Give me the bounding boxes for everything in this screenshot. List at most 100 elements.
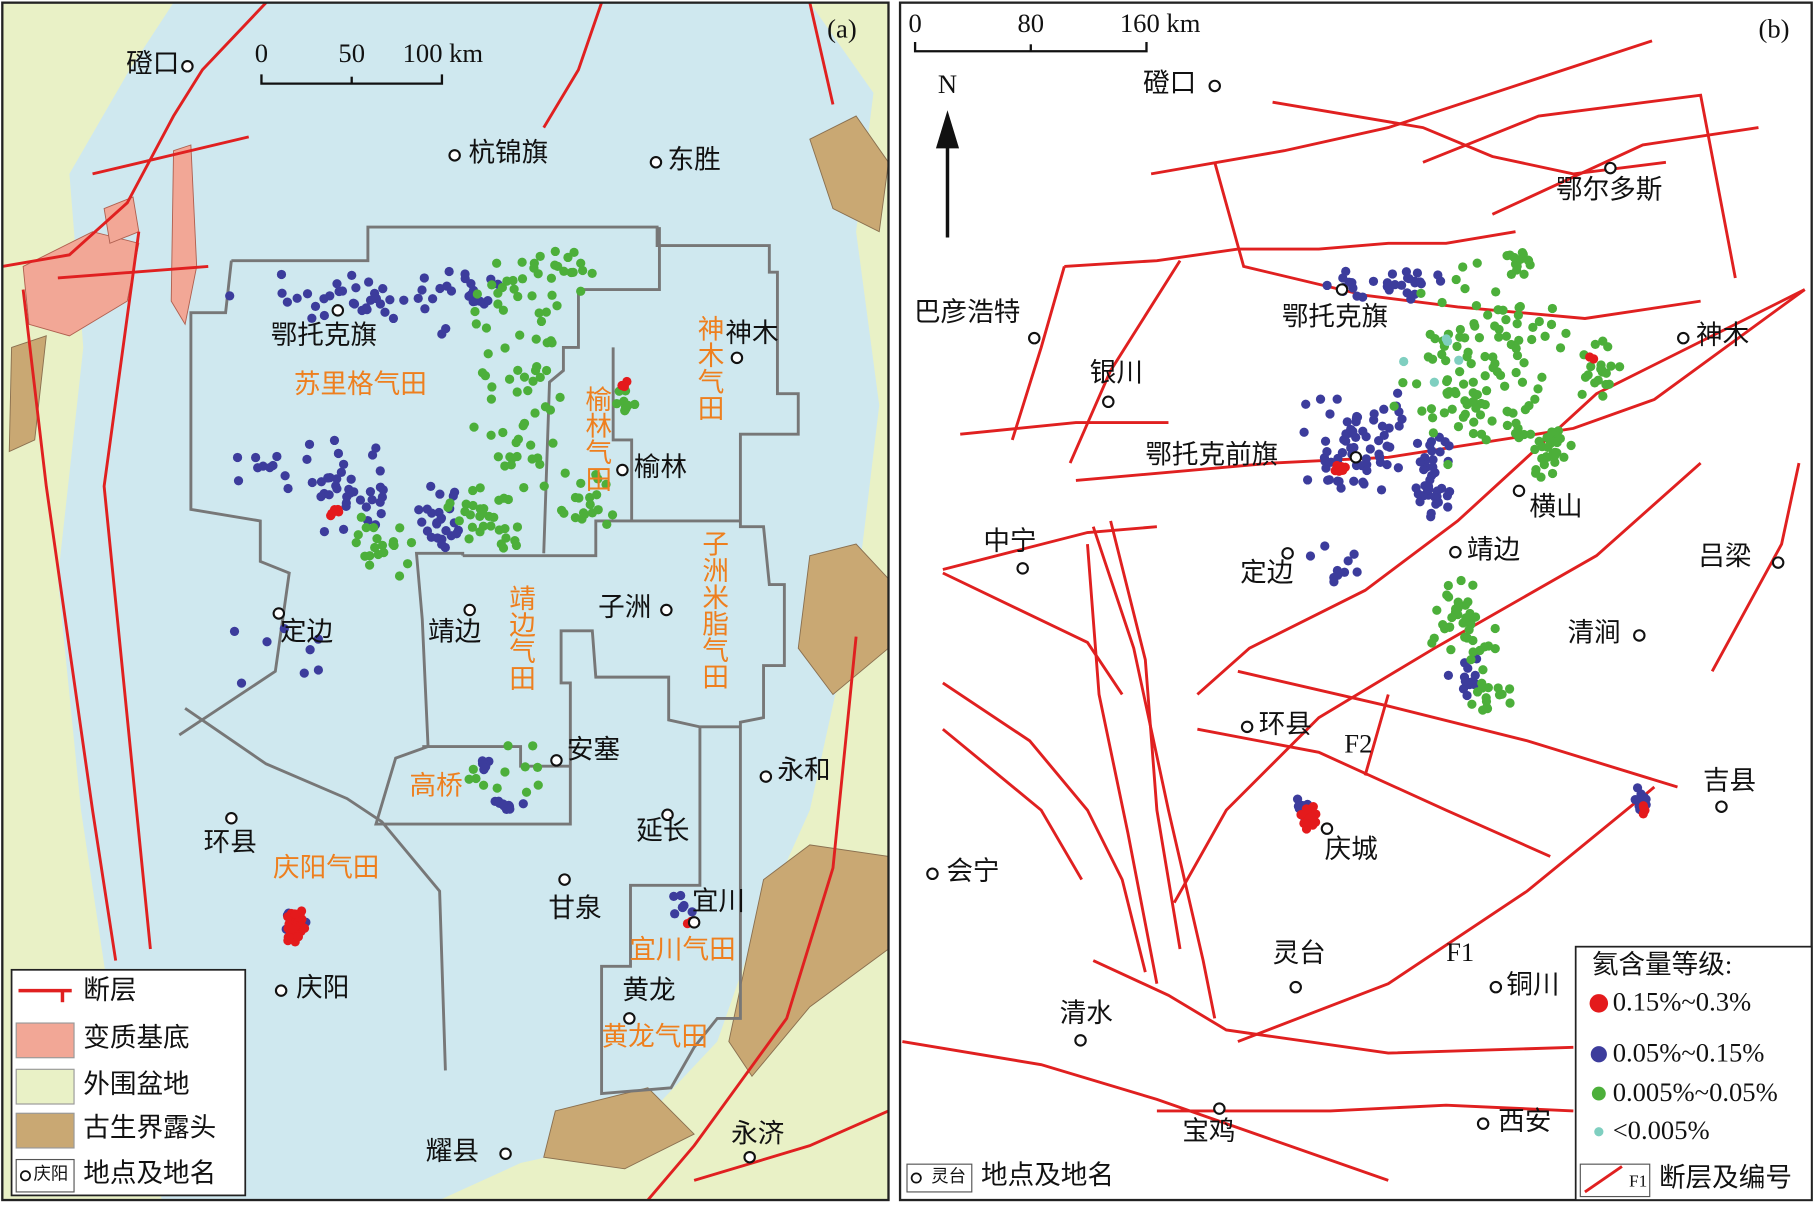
sample-dot: [283, 483, 293, 494]
sample-dot: [497, 282, 507, 293]
sample-dot: [277, 288, 287, 298]
sample-dot: [444, 266, 454, 277]
sample-dot: [1487, 416, 1497, 426]
north-arrowhead: [935, 110, 960, 149]
sample-dot: [478, 780, 489, 790]
sample-dot: [313, 634, 323, 644]
sample-dot: [388, 313, 399, 324]
sample-dot: [1583, 370, 1593, 380]
legend-label: 古生界露头: [83, 1113, 216, 1143]
sample-dot: [1528, 322, 1538, 333]
sample-dot: [1512, 265, 1522, 275]
sample-dot: [1461, 613, 1471, 623]
sample-dot: [547, 338, 557, 348]
place-marker: [558, 873, 571, 886]
sample-dot: [280, 471, 290, 481]
sample-dot: [1491, 287, 1501, 297]
sample-dot: [310, 301, 321, 312]
faults-a: [2, 1, 890, 1201]
sample-dot: [1511, 367, 1521, 378]
sample-dot: [1547, 468, 1558, 479]
sample-dot: [1546, 319, 1557, 330]
sample-dot: [505, 804, 515, 814]
sample-dot: [1322, 446, 1332, 457]
sample-dot: [1547, 427, 1557, 437]
sample-dot: [550, 246, 560, 257]
place-marker: [1349, 451, 1363, 464]
sample-dot: [468, 500, 478, 511]
sample-dot: [1379, 404, 1389, 414]
gas-field-label: 宜川气田: [629, 935, 735, 965]
sample-dot: [365, 295, 376, 305]
sample-dot: [370, 542, 380, 553]
sample-dot: [1456, 575, 1466, 586]
sample-dot: [233, 476, 244, 486]
sample-dot: [1443, 670, 1454, 680]
sample-dot: [1427, 470, 1437, 481]
sample-dot: [1437, 349, 1447, 360]
legend-icon-label: F1: [1629, 1172, 1647, 1191]
sample-dot: [413, 293, 423, 304]
sample-dot: [287, 924, 297, 934]
sample-dot: [676, 890, 686, 901]
sample-dot: [229, 626, 240, 637]
sample-dot: [559, 266, 569, 276]
sample-dot: [570, 492, 581, 503]
sample-dot: [500, 343, 510, 353]
sample-dot: [251, 452, 261, 463]
sample-dot: [578, 265, 588, 276]
sample-dot: [1379, 430, 1389, 440]
place-marker: [1476, 1117, 1490, 1130]
legend-icon-label: 灵台: [931, 1167, 966, 1186]
sample-dot: [602, 519, 612, 530]
sample-dot: [541, 307, 551, 317]
place-marker: [550, 754, 563, 767]
sample-dot: [1561, 328, 1571, 338]
sample-dot: [305, 645, 315, 655]
sample-dot: [329, 435, 340, 446]
sample-dot: [494, 495, 504, 505]
sample-dot: [338, 524, 349, 535]
sample-dot: [529, 263, 539, 273]
sample-dot: [1447, 612, 1457, 623]
place-marker: [1289, 980, 1302, 994]
sample-dot: [1358, 477, 1368, 487]
sample-dot: [441, 525, 451, 536]
sample-dot: [1497, 689, 1507, 699]
sample-dot: [1462, 352, 1472, 362]
place-marker: [1715, 800, 1728, 813]
sample-dot: [559, 508, 569, 518]
sample-dot: [1514, 335, 1524, 346]
place-label: 定边: [1240, 557, 1293, 587]
gas-field-label: 高桥: [410, 770, 463, 800]
sample-dot: [1467, 699, 1477, 709]
sample-dot: [1453, 421, 1464, 432]
sample-dot: [426, 481, 436, 491]
sample-dot: [299, 668, 309, 678]
sample-dot: [585, 492, 595, 503]
sample-dot: [334, 286, 344, 297]
sample-dot: [492, 258, 502, 268]
place-label: 靖边: [1467, 534, 1520, 564]
sample-dot: [475, 296, 485, 306]
sample-dot: [1302, 475, 1313, 485]
sample-dot: [1471, 300, 1482, 311]
sample-dot: [1517, 377, 1528, 387]
sample-dot: [540, 402, 551, 412]
sample-dot: [323, 473, 333, 483]
sample-dot: [1451, 274, 1461, 285]
place-label: 鄂托克旗: [1282, 302, 1388, 332]
sample-dots: [225, 246, 1651, 947]
sample-dot: [319, 310, 330, 321]
sample-dot: [1559, 452, 1569, 462]
sample-dot: [1466, 655, 1476, 665]
sample-dot: [530, 365, 541, 376]
sample-dot: [518, 799, 528, 809]
sample-dot: [1442, 590, 1452, 600]
sample-dot: [351, 537, 361, 548]
sample-dot: [1586, 361, 1596, 372]
sample-dot: [539, 481, 549, 491]
sample-dot: [1337, 448, 1348, 458]
sample-dot: [367, 450, 378, 460]
sample-dot: [1415, 277, 1425, 287]
